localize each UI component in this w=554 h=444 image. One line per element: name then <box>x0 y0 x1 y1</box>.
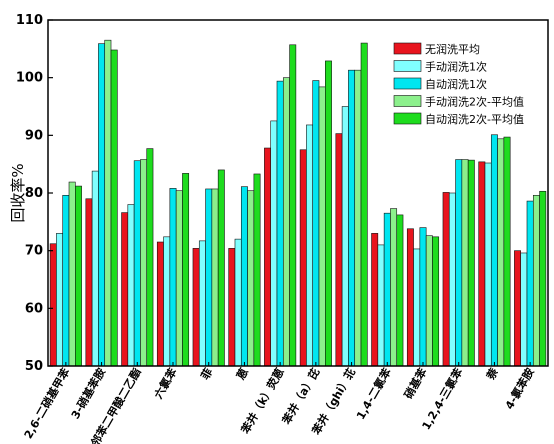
legend-swatch <box>393 95 422 107</box>
bar <box>247 190 255 367</box>
bar <box>335 133 343 367</box>
bar <box>467 159 475 367</box>
bar <box>406 228 414 367</box>
bar <box>413 248 421 367</box>
bar <box>282 77 290 367</box>
bar <box>348 69 356 367</box>
bar <box>514 250 521 367</box>
y-axis-title: 回收率% <box>9 163 27 222</box>
bar <box>360 42 368 367</box>
bar <box>91 170 99 367</box>
bar <box>299 149 307 367</box>
bar <box>432 236 440 367</box>
bar <box>211 188 219 367</box>
bar <box>396 214 404 367</box>
bar <box>56 233 64 367</box>
bar <box>240 186 248 367</box>
y-tick-label: 70 <box>25 244 43 259</box>
legend-label: 手动润洗1次 <box>425 60 487 74</box>
y-tick-label: 60 <box>25 301 43 316</box>
bar <box>425 235 433 367</box>
bar <box>461 159 469 367</box>
bar <box>198 240 206 367</box>
legend-swatch <box>393 77 422 90</box>
bar <box>68 181 76 367</box>
bar <box>98 43 106 367</box>
bar <box>217 169 225 367</box>
bar <box>371 233 379 367</box>
bar <box>390 208 398 367</box>
bar <box>383 212 391 367</box>
bar <box>133 160 141 367</box>
bar <box>156 241 164 367</box>
bar <box>484 162 492 367</box>
bar <box>169 188 177 367</box>
legend-label: 自动润洗1次 <box>425 77 487 91</box>
bar <box>520 252 528 367</box>
bar <box>49 243 57 367</box>
bar <box>146 148 154 367</box>
bar <box>539 190 547 367</box>
bar <box>121 212 129 367</box>
bar <box>526 200 534 367</box>
y-tick-label: 90 <box>25 128 43 143</box>
bar <box>289 44 297 367</box>
y-axis: 50 60 70 80 90 100 110 <box>16 13 53 374</box>
bar <box>318 86 326 367</box>
bar <box>341 106 349 367</box>
bar <box>497 138 505 367</box>
y-tick-label: 50 <box>25 359 43 374</box>
bar <box>234 238 242 367</box>
bar <box>306 124 314 367</box>
bar <box>312 80 320 367</box>
bar <box>163 236 171 367</box>
bar <box>354 69 362 367</box>
bar <box>140 159 148 367</box>
bar <box>503 136 511 367</box>
bar <box>490 134 498 367</box>
bar <box>442 192 450 367</box>
bar <box>532 195 540 367</box>
bar <box>325 60 332 367</box>
bar <box>264 147 271 367</box>
bar <box>104 39 112 367</box>
bar <box>419 227 427 367</box>
bar <box>228 248 236 367</box>
legend-label: 手动润洗2次-平均值 <box>425 95 524 109</box>
y-tick-label: 80 <box>25 186 43 201</box>
bar <box>478 161 486 367</box>
bar <box>276 80 284 367</box>
bar <box>127 204 135 367</box>
bar <box>455 159 463 367</box>
bar <box>75 185 82 367</box>
bar <box>62 195 70 367</box>
bar <box>253 173 261 367</box>
bar <box>110 49 118 367</box>
y-tick-label: 100 <box>16 71 43 86</box>
legend-swatch <box>393 42 422 55</box>
y-tick-label: 110 <box>16 13 43 28</box>
bar <box>192 248 200 367</box>
bar <box>270 120 278 367</box>
bar <box>85 198 93 367</box>
bar <box>182 173 190 367</box>
legend-swatch <box>393 112 422 125</box>
bar <box>377 244 385 367</box>
legend-swatch <box>393 60 422 72</box>
legend-label: 无润洗平均 <box>425 42 480 56</box>
legend-label: 自动润洗2次-平均值 <box>425 112 524 126</box>
bar <box>448 192 456 367</box>
bar <box>205 188 213 367</box>
bar <box>175 190 183 367</box>
